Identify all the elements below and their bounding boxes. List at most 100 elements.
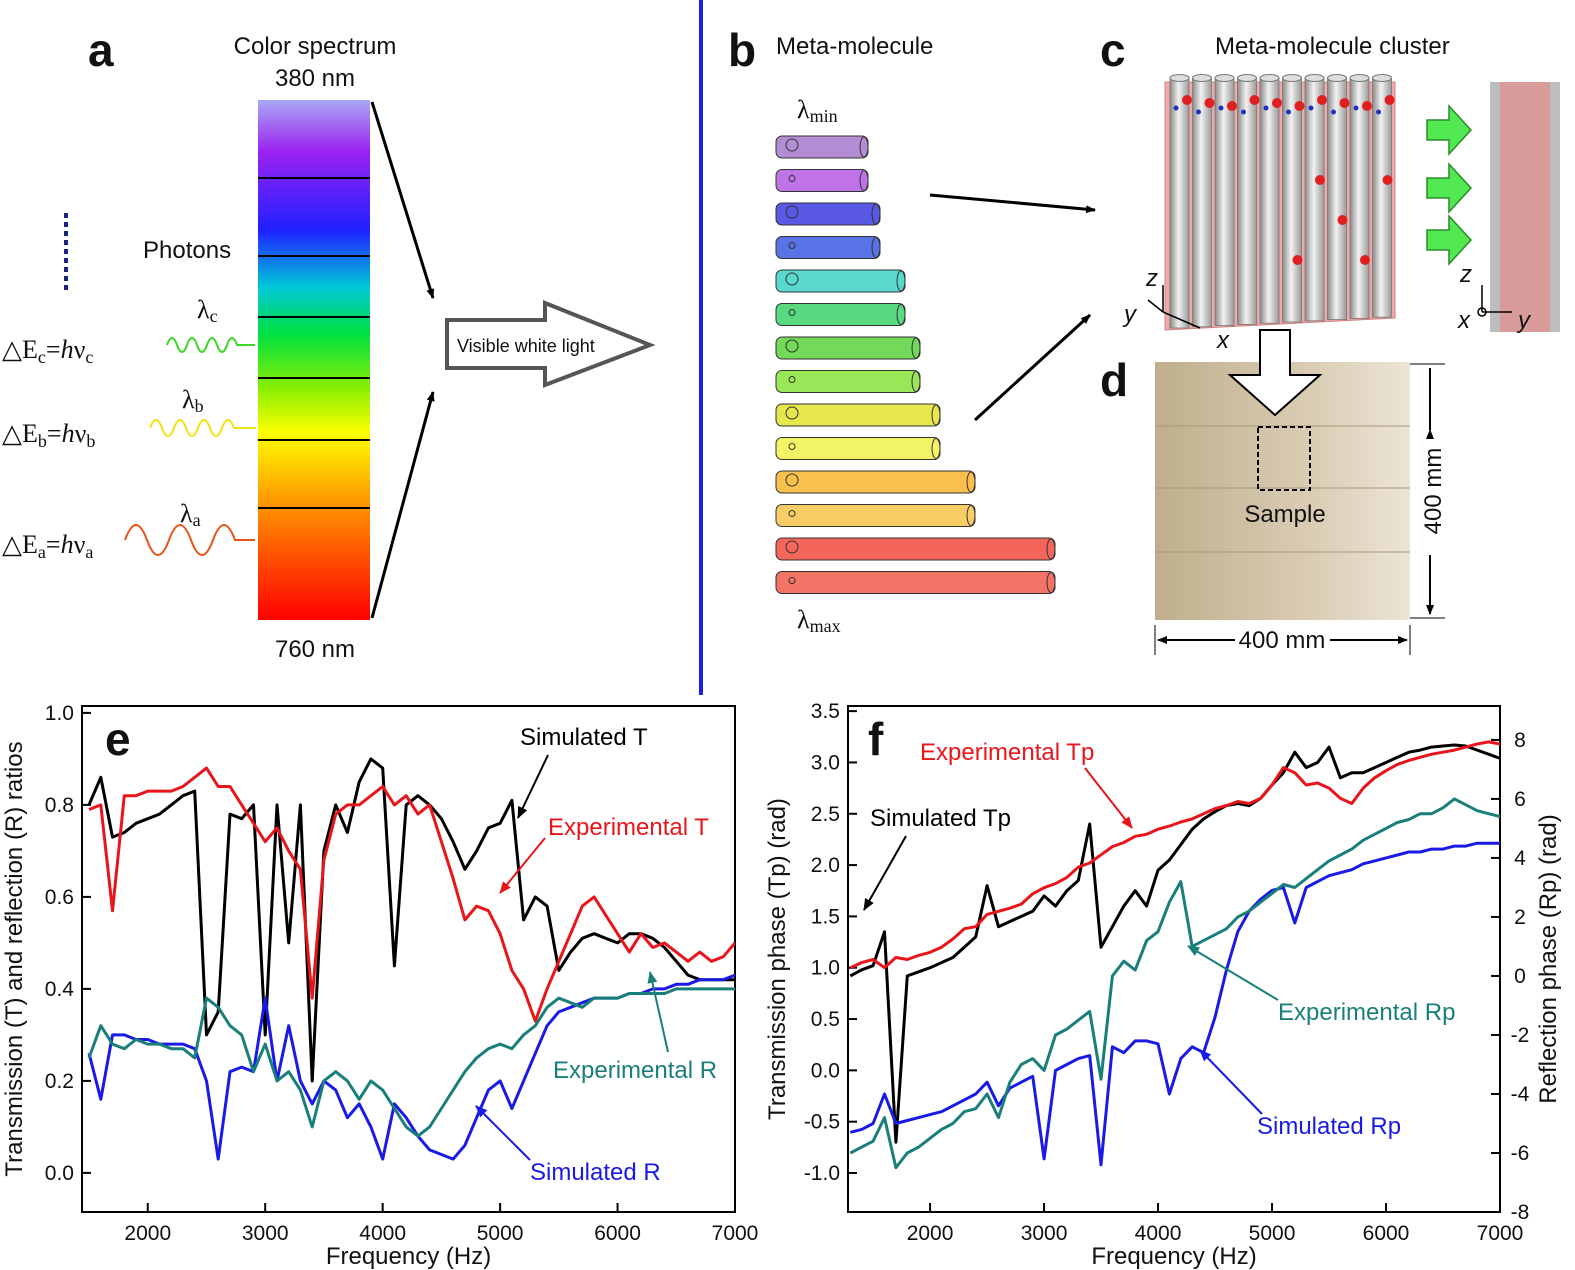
resonator-hole [785, 406, 799, 420]
tube [775, 303, 906, 326]
node [1249, 95, 1260, 105]
x-tick-label: 3000 [1021, 1222, 1068, 1245]
y-tick-label: 0.6 [45, 886, 74, 909]
y-axis-label: Transmission (T) and reflection (R) rati… [1, 741, 28, 1176]
white-light-arrow [445, 300, 656, 388]
node [1286, 109, 1291, 115]
energy-label: △Eb=hνb [2, 419, 95, 451]
x-tick-label: 4000 [1135, 1222, 1182, 1245]
tube-end [859, 136, 869, 158]
tube [1192, 77, 1212, 328]
node [1218, 105, 1224, 111]
resonator-hole [788, 443, 796, 450]
tube-end [911, 371, 921, 392]
node [1227, 101, 1237, 111]
lambda-min: λmin [797, 95, 838, 126]
axis-letter: z [1145, 265, 1158, 292]
energy-part: h [62, 419, 75, 448]
spectrum-bar [258, 100, 370, 620]
x-tick-label: 7000 [712, 1222, 759, 1245]
tube-end [896, 270, 906, 292]
resonator-hole [788, 242, 796, 249]
subscript: c [210, 306, 218, 326]
tube-end [859, 170, 869, 191]
axis-letter: y [1122, 301, 1138, 328]
tube [775, 437, 941, 460]
node [1263, 105, 1269, 111]
tube [775, 537, 1056, 561]
node [1339, 98, 1350, 108]
subscript: b [195, 396, 204, 416]
symbol: λ [180, 499, 193, 528]
wave-a [124, 524, 255, 556]
energy-part: ν [74, 530, 86, 559]
x-axis-label: Frequency (Hz) [326, 1243, 491, 1270]
energy-part: △E [2, 335, 38, 364]
zoom-arrow [1227, 329, 1323, 417]
node [1204, 98, 1215, 108]
tube [1304, 77, 1325, 322]
tube-top [1237, 74, 1257, 82]
series-line [849, 841, 1500, 1167]
node [1196, 109, 1201, 115]
tube [1349, 77, 1370, 319]
node [1362, 101, 1372, 111]
node [1292, 255, 1303, 265]
axis-letter: x [1457, 307, 1471, 334]
y-tick-label: 2.5 [811, 803, 840, 826]
energy-part: a [85, 542, 93, 562]
arrow [929, 193, 1096, 214]
y-tick-label: 3.0 [811, 751, 840, 774]
tube-end [931, 438, 941, 459]
subscript: max [810, 616, 841, 636]
tube-end [896, 304, 906, 325]
energy-part: h [61, 530, 74, 559]
tube-end [871, 237, 881, 258]
plot-frame [847, 705, 1501, 1213]
node [1331, 109, 1336, 115]
tube-top [1327, 74, 1347, 82]
energy-part: c [38, 347, 46, 367]
spectrum-title: Color spectrum [234, 33, 397, 60]
tube [1372, 77, 1392, 318]
tube-end [871, 203, 881, 225]
energy-part: △E [2, 530, 38, 559]
cluster-tubes [1169, 74, 1395, 329]
energy-part: b [86, 431, 95, 451]
subscript: min [810, 106, 838, 126]
tube [1259, 77, 1280, 324]
y-axis-label: Transmission phase (Tp) (rad) [764, 798, 791, 1120]
side-view-core [1500, 82, 1550, 332]
resonator-hole [785, 339, 799, 353]
symbol: λ [797, 605, 810, 634]
x-axis-label: Frequency (Hz) [1091, 1243, 1256, 1270]
panel-title: Meta-molecule [776, 33, 933, 60]
x-tick-label: 4000 [359, 1222, 406, 1245]
tube [775, 470, 976, 494]
node [1294, 101, 1305, 111]
tube [1282, 77, 1302, 323]
tube-top [1192, 74, 1212, 82]
tube [1327, 77, 1347, 321]
tube-end [966, 471, 976, 493]
panel-c: c Meta-molecule cluster z y x z x y [1100, 24, 1560, 354]
energy-label: △Ea=hνa [2, 530, 93, 562]
charts: 2000 3000 4000 5000 6000 7000 0.0 0.2 0.4 0.6 0.8 1… [1, 700, 1562, 1270]
lambda-label: λa [180, 499, 201, 530]
series-line [87, 757, 735, 1083]
axis-letter: x [1216, 327, 1230, 354]
wave-c [166, 337, 255, 353]
tube-end [931, 404, 941, 426]
tube [775, 269, 906, 293]
y-tick-label: 1.5 [811, 905, 840, 928]
series-label: Experimental T [548, 814, 709, 841]
tube-top [1282, 74, 1302, 82]
series-pointer [475, 1105, 531, 1161]
tube-end [1046, 572, 1056, 593]
x-tick-label: 2000 [124, 1222, 171, 1245]
resonator-hole [788, 510, 796, 517]
tube [1237, 77, 1257, 325]
node [1382, 175, 1393, 185]
